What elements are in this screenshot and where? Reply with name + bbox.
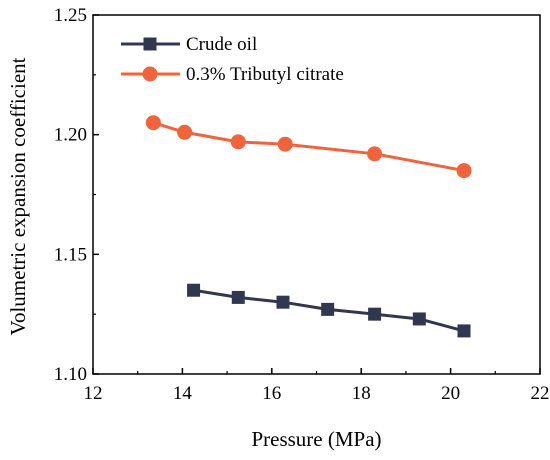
data-point: [457, 324, 471, 338]
legend-marker: [143, 37, 157, 51]
series-1: [145, 115, 472, 179]
data-point: [456, 163, 472, 179]
y-tick-label: 1.25: [54, 5, 87, 26]
x-tick-label: 22: [531, 383, 550, 404]
series-0: [187, 283, 471, 338]
legend-item: Crude oil: [121, 34, 257, 55]
data-point: [367, 146, 383, 162]
data-point: [145, 115, 161, 131]
x-axis-title: Pressure (MPa): [251, 427, 381, 451]
y-tick-label: 1.20: [54, 125, 87, 146]
data-point: [276, 295, 290, 309]
y-axis-title: Volumetric expansion coefficient: [6, 57, 30, 335]
x-tick-label: 14: [173, 383, 193, 404]
data-point: [412, 312, 426, 326]
data-point: [368, 307, 382, 321]
legend-label: 0.3% Tributyl citrate: [186, 64, 344, 85]
data-point: [231, 290, 245, 304]
legend-item: 0.3% Tributyl citrate: [121, 64, 344, 85]
legend-label: Crude oil: [186, 34, 257, 55]
data-point: [187, 283, 201, 297]
data-point: [321, 302, 335, 316]
data-point: [230, 134, 246, 150]
data-point: [177, 124, 193, 140]
y-tick-label: 1.15: [54, 244, 87, 265]
series-line: [152, 121, 465, 173]
data-point: [277, 136, 293, 152]
x-tick-label: 12: [84, 383, 103, 404]
x-tick-label: 20: [441, 383, 460, 404]
x-tick-label: 16: [262, 383, 281, 404]
x-tick-label: 18: [352, 383, 371, 404]
legend-marker: [142, 66, 158, 82]
y-tick-label: 1.10: [54, 364, 87, 385]
